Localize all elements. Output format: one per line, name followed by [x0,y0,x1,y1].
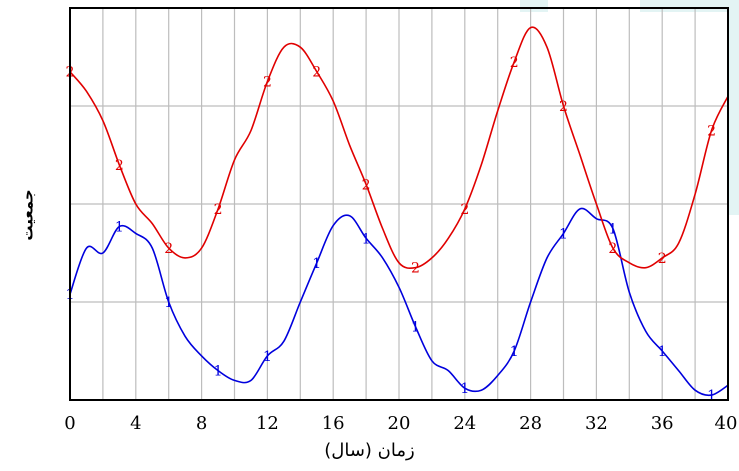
series-2-point-label: 2 [510,55,519,71]
series-1-point-label: 1 [460,381,469,397]
series-1-point-label: 1 [510,344,519,360]
x-tick-label: 16 [322,413,345,434]
series-2-point-label: 2 [263,75,272,91]
series-1-point-label: 1 [312,256,321,272]
series-1-point-label: 1 [214,364,223,380]
x-axis-label: زمان (سال) [324,440,415,461]
series-1-point-label: 1 [362,231,371,247]
y-axis-label: جمعیت [18,189,37,241]
plot-frame [69,7,729,401]
series-2-point-label: 2 [559,99,568,115]
series-1-point-label: 1 [707,388,716,404]
series-1-point-label: 1 [115,220,124,236]
plot-frame-layer [69,7,729,401]
series-2-line [69,26,729,270]
x-tick-labels: 0 4 8 12 16 20 24 28 32 36 40 [64,413,737,434]
background-accent-right [727,0,739,215]
series-2-point-label: 2 [411,261,420,277]
x-tick-label: 4 [130,413,141,434]
series-1-point-label: 1 [164,295,173,311]
series-2-point-label: 2 [658,251,667,267]
series-1-point-label: 1 [658,344,667,360]
x-tick-label: 12 [256,413,279,434]
series-2-point-label: 2 [362,177,371,193]
series-2-point-label: 2 [312,65,321,81]
series-1-point-label: 1 [559,226,568,242]
x-tick-label: 40 [715,413,738,434]
x-tick-label: 8 [196,413,207,434]
series-1-point-label: 1 [263,349,272,365]
x-tick-label: 20 [388,413,411,434]
series-2-point-label: 2 [214,202,223,218]
x-tick-label: 0 [64,413,75,434]
grid [69,8,729,400]
x-tick-label: 32 [585,413,608,434]
series-1-point-label: 1 [411,320,420,336]
series-1-point-label: 1 [608,222,617,238]
series-1-line [69,207,729,397]
series-2-point-label: 2 [460,202,469,218]
series-2-point-label: 2 [608,241,617,257]
series-2-point-label: 2 [164,241,173,257]
x-tick-label: 28 [519,413,542,434]
series-2-point-label: 2 [115,158,124,174]
series-2-point-label: 2 [707,124,716,140]
x-tick-label: 36 [651,413,674,434]
x-tick-label: 24 [453,413,476,434]
